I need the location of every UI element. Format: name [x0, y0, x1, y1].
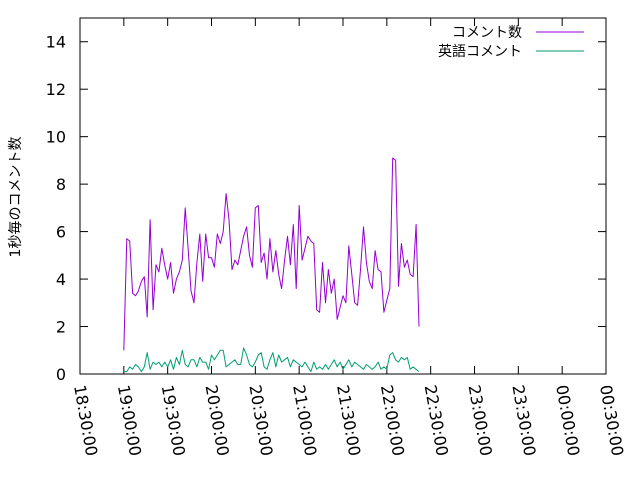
legend-label-2: 英語コメント	[438, 43, 522, 60]
x-tick-label: 20:30:00	[245, 383, 276, 457]
x-tick-label: 22:00:00	[377, 383, 408, 457]
series-line-1	[123, 157, 420, 351]
x-axis: 18:30:00 19:00:00 19:30:00 20:00:00 20:30:00…	[70, 18, 627, 457]
x-tick-label: 21:30:00	[333, 383, 364, 457]
y-tick-label: 10	[46, 128, 66, 147]
x-tick-label: 20:00:00	[202, 383, 233, 457]
y-tick-label: 6	[56, 223, 66, 242]
x-tick-label: 23:00:00	[465, 383, 496, 457]
y-axis: 0 2 4 6 8 10 12 14	[46, 33, 606, 384]
plot-border	[79, 17, 607, 375]
legend-label-1: コメント数	[452, 25, 522, 41]
y-tick-label: 4	[56, 270, 66, 289]
x-tick-label: 00:30:00	[596, 383, 627, 457]
y-tick-label: 12	[46, 80, 66, 99]
y-tick-label: 8	[56, 175, 66, 194]
series-line-2	[123, 347, 420, 373]
x-tick-label: 18:30:00	[70, 383, 101, 457]
plot-frame	[79, 17, 607, 375]
x-tick-label: 22:30:00	[421, 383, 452, 457]
x-tick-label: 21:00:00	[289, 383, 320, 457]
y-tick-label: 2	[56, 318, 66, 337]
x-tick-label: 00:00:00	[552, 383, 583, 457]
y-axis-label: 1秒毎のコメント数	[8, 137, 24, 258]
series-layer	[123, 157, 420, 373]
x-tick-label: 19:00:00	[114, 383, 145, 457]
y-tick-label: 14	[46, 33, 66, 52]
x-tick-label: 23:30:00	[508, 383, 539, 457]
y-tick-label: 0	[56, 365, 66, 384]
x-tick-label: 19:30:00	[158, 383, 189, 457]
